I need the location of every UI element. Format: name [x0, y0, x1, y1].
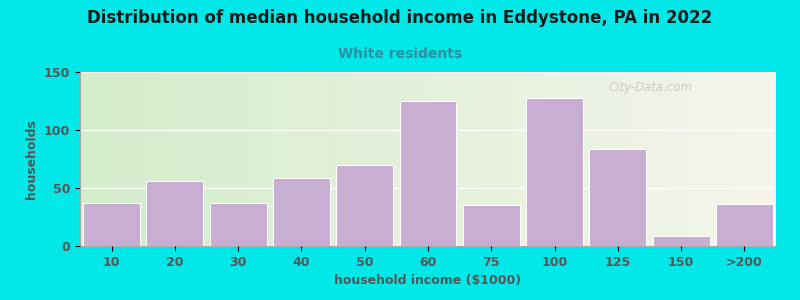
- Text: White residents: White residents: [338, 46, 462, 61]
- Bar: [716, 204, 773, 246]
- Bar: [210, 203, 266, 246]
- Bar: [83, 203, 140, 246]
- Bar: [590, 148, 646, 246]
- Text: Distribution of median household income in Eddystone, PA in 2022: Distribution of median household income …: [87, 9, 713, 27]
- Bar: [462, 206, 520, 246]
- X-axis label: household income ($1000): household income ($1000): [334, 274, 522, 287]
- Bar: [336, 165, 394, 246]
- Bar: [146, 181, 203, 246]
- Text: City-Data.com: City-Data.com: [609, 81, 693, 94]
- Bar: [653, 236, 710, 246]
- Y-axis label: households: households: [26, 119, 38, 199]
- Bar: [526, 98, 583, 246]
- Bar: [399, 101, 457, 246]
- Bar: [273, 178, 330, 246]
